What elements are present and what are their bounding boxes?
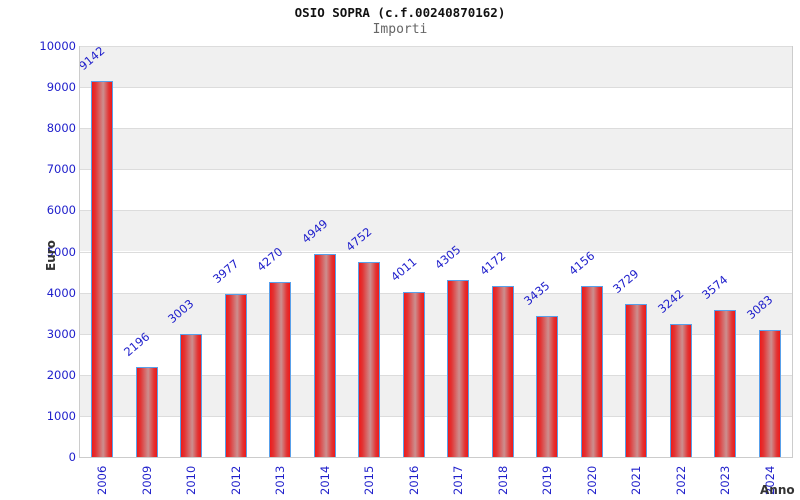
bar-2016 [402, 292, 425, 457]
plot-band [80, 46, 792, 88]
x-tick-label-2019: 2019 [540, 465, 555, 495]
y-tick-label-1000: 1000 [46, 408, 76, 423]
gridline [80, 169, 792, 171]
gridline [80, 292, 792, 294]
bar-2014 [313, 253, 336, 457]
x-tick-label-2020: 2020 [584, 465, 599, 495]
bar-2019 [536, 315, 559, 457]
y-tick-label-9000: 9000 [46, 80, 76, 95]
bar-2015 [358, 261, 381, 457]
chart-title: OSIO SOPRA (c.f.00240870162) [294, 5, 506, 20]
bar-2009 [135, 366, 158, 457]
gridline [80, 210, 792, 212]
x-tick-label-2021: 2021 [629, 465, 644, 495]
y-tick-label-3000: 3000 [46, 326, 76, 341]
bar-2020 [580, 286, 603, 457]
plot-band [80, 210, 792, 252]
y-tick-label-7000: 7000 [46, 162, 76, 177]
x-tick-label-2009: 2009 [139, 465, 154, 495]
bar-2018 [491, 285, 514, 457]
plot-band [80, 169, 792, 211]
gridline [80, 46, 792, 47]
y-axis-label: Euro [44, 240, 58, 271]
plot-right-border [792, 46, 793, 458]
y-tick-label-5000: 5000 [46, 244, 76, 259]
x-tick-label-2014: 2014 [317, 465, 332, 495]
plot-band [80, 87, 792, 129]
gridline [80, 333, 792, 335]
gridline [80, 128, 792, 130]
x-tick-label-2015: 2015 [362, 465, 377, 495]
bar-2013 [269, 281, 292, 457]
y-tick-label-4000: 4000 [46, 285, 76, 300]
gridline [80, 374, 792, 376]
chart-subtitle: Importi [372, 22, 428, 37]
bar-2023 [714, 310, 737, 457]
x-tick-label-2010: 2010 [184, 465, 199, 495]
x-tick-label-2016: 2016 [406, 465, 421, 495]
x-tick-label-2012: 2012 [228, 465, 243, 495]
x-axis-line [79, 457, 793, 458]
bar-2024 [758, 330, 781, 457]
bar-2006 [91, 81, 114, 457]
gridline [80, 251, 792, 253]
gridline [80, 87, 792, 89]
plot-band [80, 128, 792, 170]
bar-2012 [224, 293, 247, 457]
gridline [80, 415, 792, 417]
x-axis-label: Anno [760, 483, 795, 497]
y-tick-label-10000: 10000 [39, 39, 76, 53]
plot-band [80, 251, 792, 293]
y-axis-line [79, 46, 80, 458]
bar-2010 [180, 333, 203, 457]
x-tick-label-2023: 2023 [718, 465, 733, 495]
y-tick-label-2000: 2000 [46, 367, 76, 382]
x-tick-label-2006: 2006 [95, 465, 110, 495]
plot-area: 9142 2196 3003 3977 4270 4949 4752 4011 4305 4172… [76, 44, 792, 457]
x-tick-label-2013: 2013 [273, 465, 288, 495]
x-tick-label-2017: 2017 [451, 465, 466, 495]
y-tick-label-6000: 6000 [46, 203, 76, 218]
y-tick-label-0: 0 [68, 450, 76, 464]
x-tick-label-2022: 2022 [673, 465, 688, 495]
y-tick-label-8000: 8000 [46, 121, 76, 136]
x-tick-label-2018: 2018 [495, 465, 510, 495]
bar-2022 [669, 323, 692, 457]
bar-2017 [447, 280, 470, 457]
bar-2021 [625, 303, 648, 457]
